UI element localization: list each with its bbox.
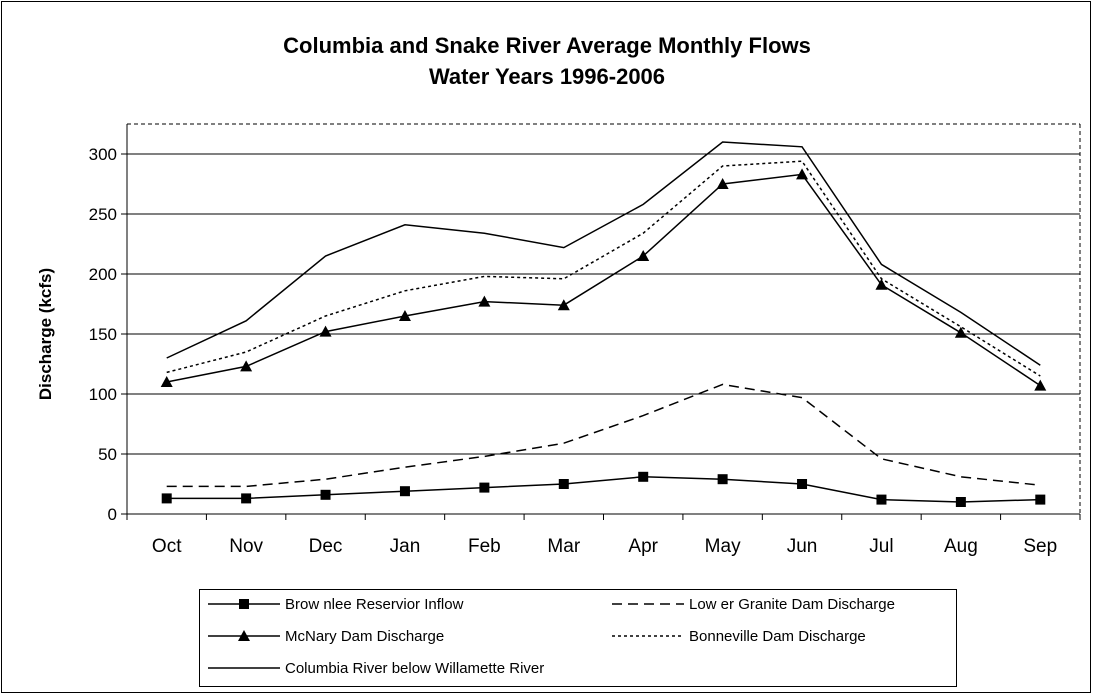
legend-swatch-marker <box>239 599 249 609</box>
legend-label: Bonneville Dam Discharge <box>689 627 866 645</box>
data-point <box>954 326 967 338</box>
legend-item-0: Brow nlee Reservior Inflow <box>206 594 463 614</box>
legend-swatch <box>612 635 684 637</box>
series-line <box>166 173 1041 387</box>
series-3 <box>166 160 1041 377</box>
data-point <box>319 325 332 337</box>
series-line <box>166 141 1041 366</box>
data-point <box>161 493 172 504</box>
data-point <box>558 479 569 489</box>
data-point <box>717 474 728 485</box>
series-0 <box>161 471 1046 507</box>
data-point <box>716 178 729 189</box>
legend-label: Columbia River below Willamette River <box>285 659 545 677</box>
x-tick-label: Aug <box>944 536 978 557</box>
gridlines <box>127 153 1080 455</box>
y-tick-label: 0 <box>108 505 117 524</box>
chart-title: Columbia and Snake River Average Monthly… <box>283 33 811 58</box>
legend-swatch <box>612 603 684 605</box>
data-point <box>398 310 411 321</box>
legend-label: McNary Dam Discharge <box>285 627 445 645</box>
x-tick-label: Jul <box>869 536 893 557</box>
y-tick-label: 250 <box>89 205 117 224</box>
y-tick-label: 200 <box>89 265 117 284</box>
data-point <box>875 278 888 290</box>
series-lines <box>160 141 1047 507</box>
x-tick-label: Apr <box>628 536 658 557</box>
x-tick-label: Jan <box>390 536 421 557</box>
x-tick-label: May <box>705 536 741 557</box>
series-line <box>166 160 1041 377</box>
data-point <box>557 299 570 311</box>
x-tick-label: Oct <box>152 536 182 557</box>
data-point <box>320 489 331 500</box>
y-tick-label: 300 <box>89 145 117 164</box>
data-point <box>479 482 490 493</box>
data-point <box>478 295 491 307</box>
series-1 <box>166 383 1041 488</box>
legend-swatch <box>208 667 280 669</box>
x-tick-label: Dec <box>309 536 343 557</box>
legend-swatch <box>208 630 280 641</box>
data-point <box>876 494 887 505</box>
legend-swatch <box>208 599 280 609</box>
tick-labels: 0 50 100 150 200 250 300 Oct Nov Dec Jan Feb Mar Apr M… <box>89 145 1058 557</box>
y-tick-label: 150 <box>89 325 117 344</box>
legend-item-4: Columbia River below Willamette River <box>206 658 544 678</box>
y-axis-label: Discharge (kcfs) <box>36 268 55 400</box>
legend-swatch-marker <box>238 630 250 641</box>
x-tick-label: Jun <box>787 536 818 557</box>
chart-legend: Brow nlee Reservior Inflow Low er Granite… <box>199 589 957 687</box>
series-line <box>166 476 1041 503</box>
legend-item-1: Low er Granite Dam Discharge <box>610 594 895 614</box>
data-point <box>241 493 252 504</box>
series-line <box>166 383 1041 488</box>
data-point <box>240 360 253 372</box>
legend-item-3: Bonneville Dam Discharge <box>610 626 866 646</box>
data-point <box>637 250 650 261</box>
x-tick-label: Mar <box>547 536 580 557</box>
series-2 <box>160 168 1047 391</box>
data-point <box>1034 379 1047 391</box>
x-tick-label: Feb <box>468 536 501 557</box>
x-tick-label: Nov <box>229 536 263 557</box>
x-tick-label: Sep <box>1023 536 1057 557</box>
chart-subtitle: Water Years 1996-2006 <box>428 64 666 89</box>
legend-item-2: McNary Dam Discharge <box>206 626 444 646</box>
y-tick-label: 100 <box>89 385 117 404</box>
data-point <box>955 497 966 507</box>
legend-label: Low er Granite Dam Discharge <box>689 595 895 613</box>
y-tick-label: 50 <box>98 445 117 464</box>
data-point <box>796 168 809 180</box>
chart-title-block: Columbia and Snake River Average Monthly… <box>0 30 1094 92</box>
data-point <box>638 471 649 482</box>
data-point <box>797 479 808 489</box>
series-4 <box>166 141 1041 366</box>
data-point <box>1035 494 1046 505</box>
axes <box>121 123 1081 520</box>
legend-label: Brow nlee Reservior Inflow <box>285 595 464 613</box>
data-point <box>160 376 173 387</box>
data-point <box>399 486 410 497</box>
